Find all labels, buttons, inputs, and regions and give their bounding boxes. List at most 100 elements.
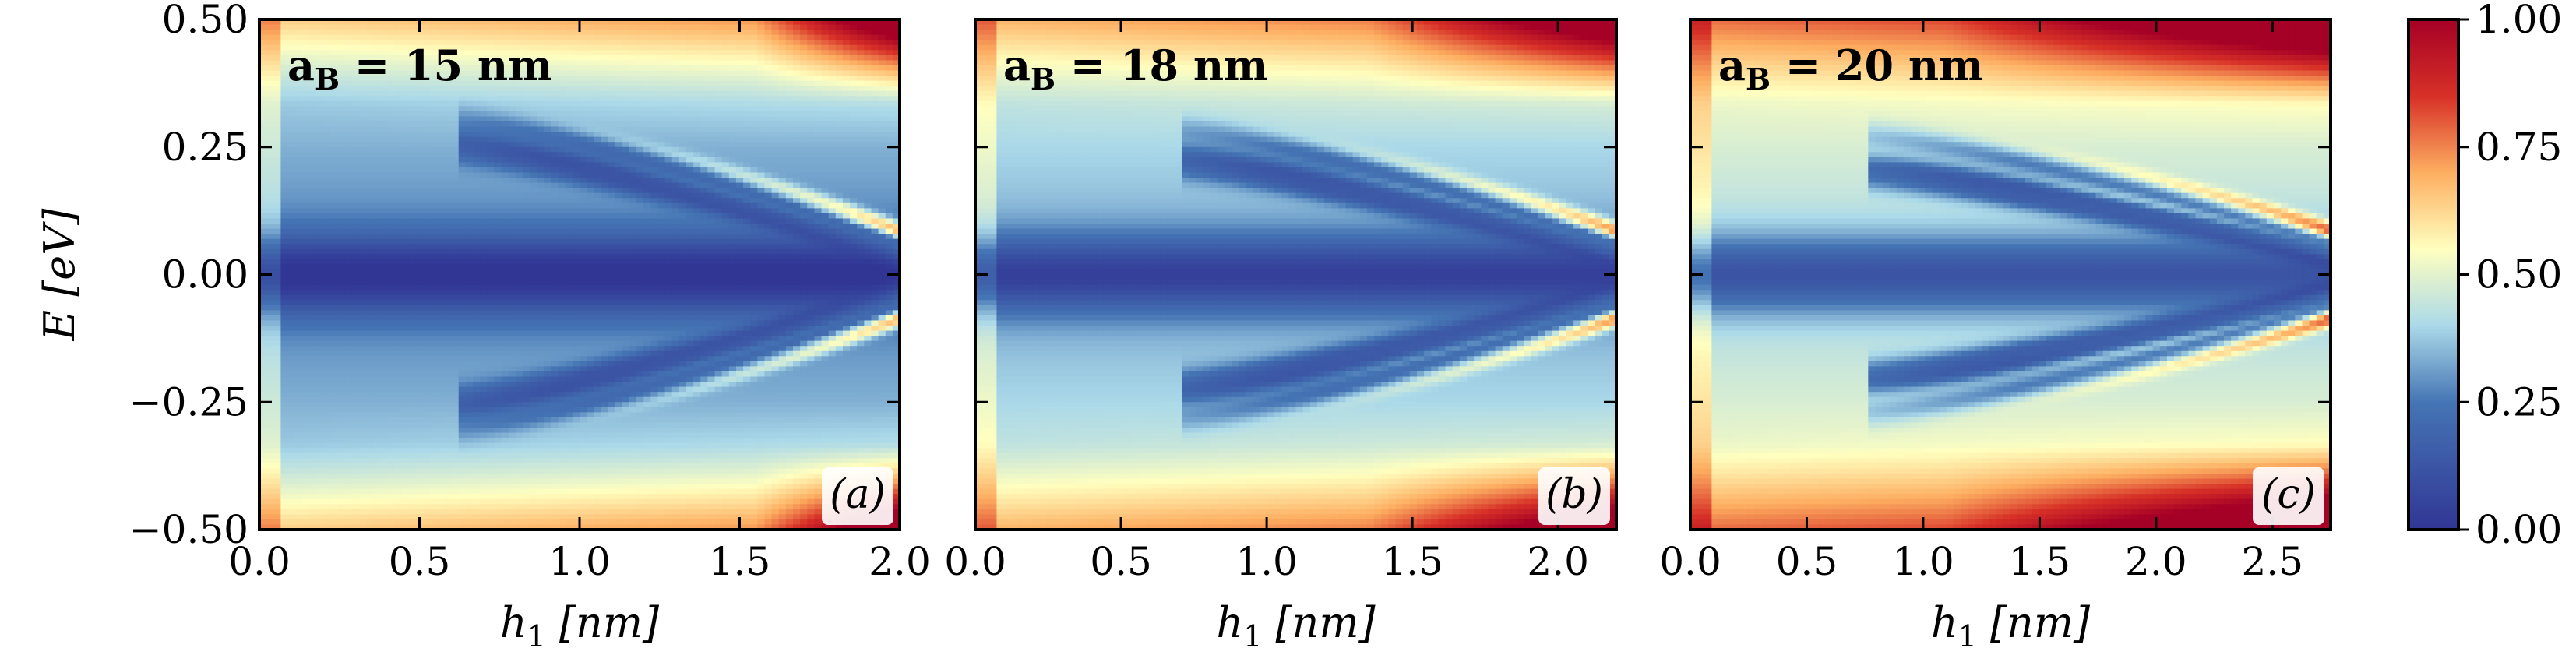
heatmap-cell: [302, 377, 310, 382]
heatmap-cell: [295, 443, 303, 449]
heatmap-cell: [316, 157, 324, 163]
heatmap-cell: [352, 377, 360, 382]
heatmap-cell: [273, 106, 281, 111]
heatmap-cell: [288, 218, 296, 224]
heatmap-cell: [359, 448, 367, 453]
heatmap-cell: [273, 295, 281, 301]
heatmap-cell: [359, 371, 367, 377]
heatmap-cell: [337, 407, 345, 413]
heatmap-cell: [352, 320, 360, 326]
heatmap-cell: [266, 259, 274, 265]
heatmap-cell: [337, 494, 345, 499]
heatmap-cell: [309, 35, 317, 40]
heatmap-cell: [295, 269, 303, 275]
heatmap-cell: [288, 162, 296, 167]
heatmap-cell: [337, 433, 345, 438]
heatmap-cell: [316, 264, 324, 269]
heatmap-cell: [280, 377, 288, 382]
heatmap-cell: [316, 127, 324, 132]
heatmap-cell: [280, 494, 288, 499]
heatmap-cell: [295, 361, 303, 367]
heatmap-cell: [302, 407, 310, 413]
heatmap-cell: [316, 239, 324, 245]
heatmap-cell: [295, 428, 303, 433]
heatmap-cell: [302, 402, 310, 407]
heatmap-cell: [266, 152, 274, 157]
heatmap-cell: [330, 326, 338, 331]
heatmap-cell: [316, 474, 324, 479]
heatmap-cell: [337, 137, 345, 143]
heatmap-cell: [352, 453, 360, 459]
heatmap-cell: [359, 366, 367, 371]
heatmap-cell: [330, 254, 338, 259]
heatmap-cell: [266, 290, 274, 295]
heatmap-cell: [345, 443, 353, 449]
heatmap-cell: [359, 361, 367, 367]
heatmap-cell: [309, 173, 317, 178]
heatmap-cell: [323, 356, 331, 361]
heatmap-cell: [295, 157, 303, 163]
heatmap-cell: [345, 264, 353, 269]
heatmap-cell: [330, 331, 338, 336]
heatmap-cell: [280, 25, 288, 30]
heatmap-cell: [330, 300, 338, 305]
heatmap-cell: [366, 361, 374, 367]
heatmap-cell: [273, 183, 281, 188]
heatmap-cell: [330, 162, 338, 167]
heatmap-cell: [280, 417, 288, 423]
heatmap-cell: [373, 30, 381, 35]
heatmap-cell: [302, 152, 310, 157]
heatmap-cell: [302, 106, 310, 111]
heatmap-cell: [345, 127, 353, 132]
heatmap-cell: [273, 30, 281, 35]
heatmap-cell: [345, 407, 353, 413]
heatmap-cell: [316, 116, 324, 121]
heatmap-cell: [273, 499, 281, 505]
heatmap-cell: [273, 453, 281, 459]
heatmap-cell: [316, 494, 324, 499]
heatmap-cell: [373, 25, 381, 30]
heatmap-cell: [288, 377, 296, 382]
heatmap-cell: [280, 280, 288, 285]
heatmap-cell: [352, 341, 360, 347]
heatmap-cell: [302, 178, 310, 183]
heatmap-cell: [309, 453, 317, 459]
heatmap-cell: [359, 402, 367, 407]
heatmap-cell: [266, 224, 274, 229]
heatmap-cell: [309, 320, 317, 326]
heatmap-cell: [280, 106, 288, 111]
heatmap-cell: [352, 371, 360, 377]
heatmap-cell: [316, 310, 324, 315]
heatmap-cell: [316, 422, 324, 428]
heatmap-cell: [337, 504, 345, 509]
heatmap-cell: [337, 422, 345, 428]
heatmap-cell: [302, 173, 310, 178]
heatmap-cell: [309, 106, 317, 111]
heatmap-cell: [288, 310, 296, 315]
heatmap-cell: [295, 356, 303, 361]
heatmap-cell: [352, 407, 360, 413]
heatmap-cell: [330, 489, 338, 495]
heatmap-cell: [330, 239, 338, 245]
heatmap-cell: [266, 137, 274, 143]
heatmap-cell: [288, 116, 296, 121]
heatmap-cell: [280, 173, 288, 178]
heatmap-cell: [309, 422, 317, 428]
heatmap-cell: [302, 229, 310, 234]
heatmap-cell: [352, 106, 360, 111]
heatmap-cell: [280, 157, 288, 163]
heatmap-cell: [345, 188, 353, 193]
heatmap-cell: [316, 402, 324, 407]
heatmap-cell: [345, 310, 353, 315]
heatmap-cell: [302, 264, 310, 269]
heatmap-cell: [337, 341, 345, 347]
heatmap-cell: [330, 428, 338, 433]
heatmap-cell: [309, 361, 317, 367]
heatmap-cell: [323, 254, 331, 259]
heatmap-cell: [359, 336, 367, 341]
heatmap-cell: [288, 96, 296, 101]
heatmap-cell: [345, 142, 353, 147]
heatmap-cell: [316, 356, 324, 361]
heatmap-cell: [359, 142, 367, 147]
heatmap-cell: [366, 453, 374, 459]
